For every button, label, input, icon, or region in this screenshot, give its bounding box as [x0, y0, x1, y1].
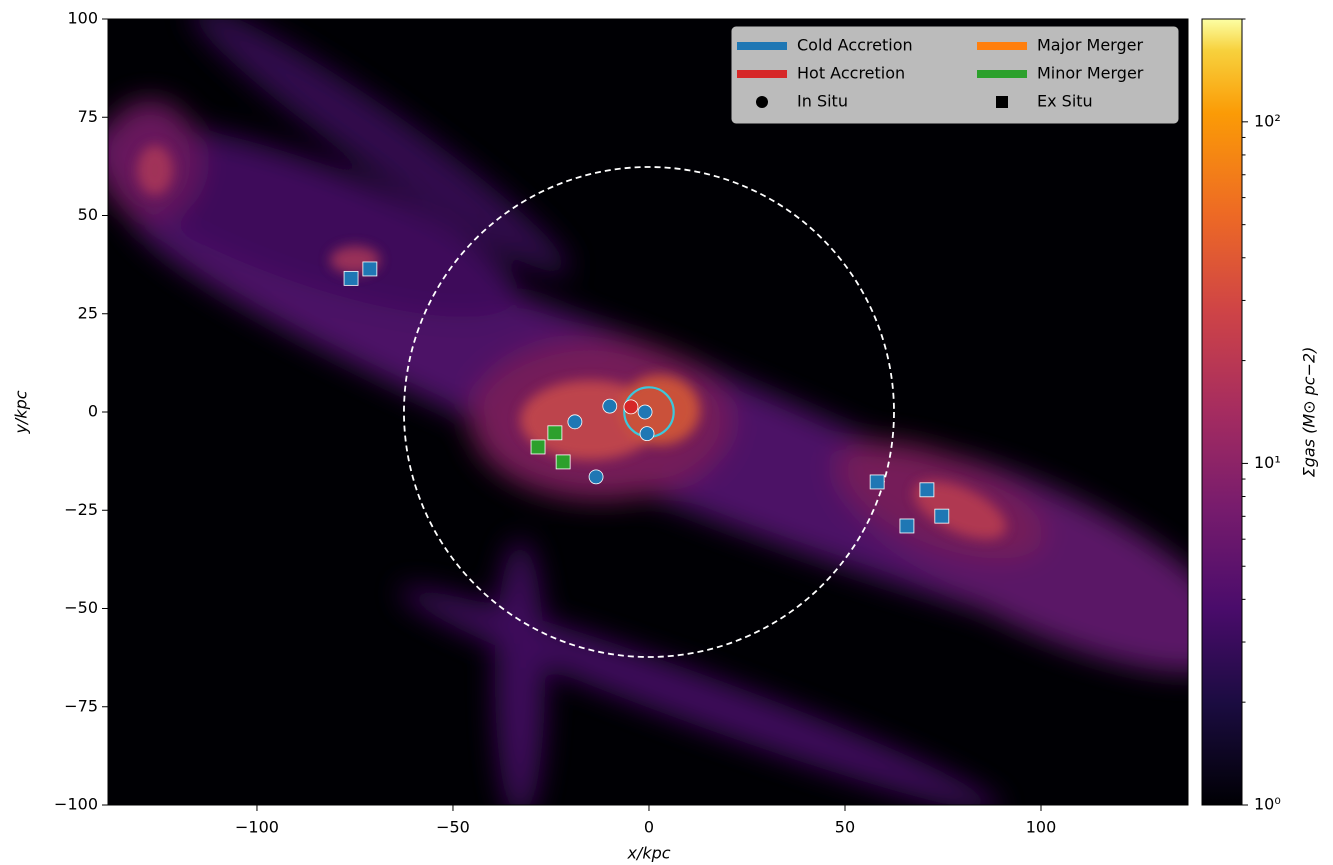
point — [362, 261, 378, 277]
legend-label: Hot Accretion — [797, 64, 905, 83]
y-tick-label: 25 — [78, 303, 98, 322]
legend-box — [731, 26, 1179, 124]
x-tick-label: 50 — [835, 818, 855, 837]
point — [639, 426, 655, 442]
colorbar-axis: 10⁰ 10¹ 10² — [1242, 18, 1281, 814]
colorbar-label: Σgas (M⊙ pc−2) — [1300, 347, 1319, 478]
axes: −100 −50 0 50 100 −100 −75 −50 −25 0 25 50 75 100 — [54, 9, 1056, 837]
legend-label: In Situ — [797, 92, 848, 111]
y-tick-label: −75 — [64, 696, 98, 715]
y-axis-label: y/kpc — [12, 390, 31, 434]
point — [637, 404, 653, 420]
legend-swatch — [737, 42, 787, 50]
legend-swatch — [977, 42, 1027, 50]
colorbar-tick-label: 10⁰ — [1254, 795, 1281, 814]
x-tick-label: 0 — [644, 818, 654, 837]
legend-marker — [756, 96, 768, 108]
y-tick-label: 50 — [78, 205, 98, 224]
legend-label: Minor Merger — [1037, 64, 1144, 83]
legend-label: Cold Accretion — [797, 36, 913, 55]
legend-swatch — [977, 70, 1027, 78]
y-tick-label: 0 — [88, 402, 98, 421]
y-tick-label: 100 — [67, 9, 98, 28]
points — [343, 261, 950, 534]
x-tick-label: −50 — [436, 818, 470, 837]
legend-swatch — [737, 70, 787, 78]
point — [567, 414, 583, 430]
point — [899, 518, 915, 534]
point — [919, 482, 935, 498]
point — [934, 508, 950, 524]
colorbar — [1201, 18, 1243, 806]
point — [547, 425, 563, 441]
point — [623, 399, 639, 415]
y-tick-label: 75 — [78, 107, 98, 126]
point — [530, 439, 546, 455]
point — [869, 474, 885, 490]
colorbar-tick-label: 10² — [1254, 111, 1281, 130]
legend-label: Major Merger — [1037, 36, 1143, 55]
legend-label: Ex Situ — [1037, 92, 1093, 111]
point — [555, 454, 571, 470]
point — [588, 469, 604, 485]
legend-marker — [996, 96, 1008, 108]
legend: Cold Accretion Hot Accretion Major Merger M… — [737, 36, 1144, 111]
x-tick-label: −100 — [235, 818, 279, 837]
x-axis-label: x/kpc — [626, 844, 670, 863]
colorbar-tick-label: 10¹ — [1254, 453, 1281, 472]
ring — [403, 166, 895, 658]
y-tick-label: −100 — [54, 795, 98, 814]
x-tick-label: 100 — [1026, 818, 1057, 837]
y-tick-label: −25 — [64, 500, 98, 519]
y-tick-label: −50 — [64, 598, 98, 617]
point — [343, 270, 359, 286]
point — [602, 398, 618, 414]
